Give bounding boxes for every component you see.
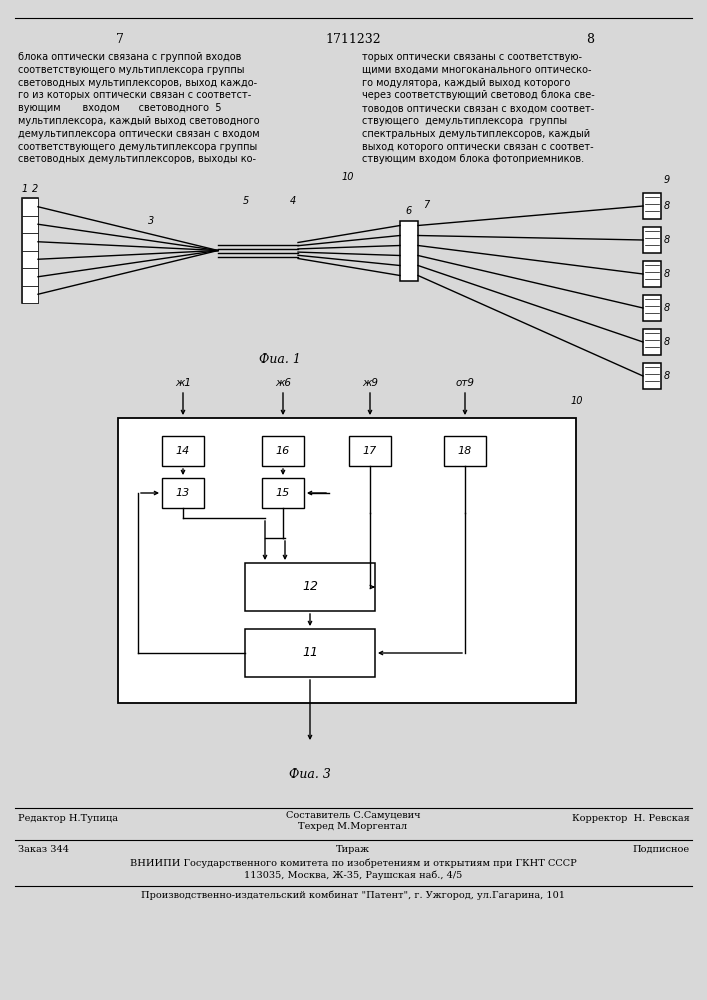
Text: 17: 17 (363, 446, 377, 456)
Text: световодных демультиплексоров, выходы ко-: световодных демультиплексоров, выходы ко… (18, 154, 256, 164)
Bar (400, 221, 418, 280)
Bar (22, 286, 38, 303)
Text: 14: 14 (176, 446, 190, 456)
Text: 10: 10 (341, 172, 354, 182)
Bar (22, 198, 38, 216)
Text: го модулятора, каждый выход которого: го модулятора, каждый выход которого (362, 78, 571, 88)
Text: ствующим входом блока фотоприемников.: ствующим входом блока фотоприемников. (362, 154, 584, 164)
Text: световодных мультиплексоров, выход каждо-: световодных мультиплексоров, выход каждо… (18, 78, 257, 88)
Text: 2: 2 (32, 184, 38, 194)
Text: ж1: ж1 (175, 378, 191, 388)
Bar (22, 250, 38, 268)
Text: торых оптически связаны с соответствую-: торых оптически связаны с соответствую- (362, 52, 582, 62)
Text: выход которого оптически связан с соответ-: выход которого оптически связан с соотве… (362, 142, 594, 152)
Text: 8: 8 (664, 371, 670, 381)
Text: ствующего  демультиплексора  группы: ствующего демультиплексора группы (362, 116, 567, 126)
Text: Тираж: Тираж (336, 845, 370, 854)
Text: товодов оптически связан с входом соответ-: товодов оптически связан с входом соотве… (362, 103, 595, 113)
Text: го из которых оптически связан с соответст-: го из которых оптически связан с соответ… (18, 90, 251, 100)
Text: Заказ 344: Заказ 344 (18, 845, 69, 854)
Text: 11: 11 (302, 647, 318, 660)
Bar (22, 268, 38, 286)
Text: 113035, Москва, Ж-35, Раушская наб., 4/5: 113035, Москва, Ж-35, Раушская наб., 4/5 (244, 871, 462, 880)
Text: Редактор Н.Тупица: Редактор Н.Тупица (18, 814, 118, 823)
Text: 9: 9 (664, 175, 670, 185)
Text: 7: 7 (423, 200, 429, 210)
Bar (643, 227, 661, 253)
Text: Фиа. 3: Фиа. 3 (289, 768, 331, 781)
Text: 3: 3 (148, 216, 154, 226)
Text: демультиплексора оптически связан с входом: демультиплексора оптически связан с вход… (18, 129, 259, 139)
Text: 16: 16 (276, 446, 290, 456)
Text: ж9: ж9 (362, 378, 378, 388)
Text: 15: 15 (276, 488, 290, 498)
Text: щими входами многоканального оптическо-: щими входами многоканального оптическо- (362, 65, 592, 75)
Text: 12: 12 (302, 580, 318, 593)
Text: вующим       входом      световодного  5: вующим входом световодного 5 (18, 103, 221, 113)
Bar (643, 193, 661, 219)
Bar (643, 295, 661, 321)
Bar (643, 261, 661, 287)
Bar (245, 629, 375, 677)
Text: 8: 8 (664, 303, 670, 313)
Bar (643, 329, 661, 355)
Text: 1: 1 (22, 184, 28, 194)
Text: 8: 8 (586, 33, 594, 46)
Bar (22, 233, 38, 250)
Text: 18: 18 (458, 446, 472, 456)
Text: ж6: ж6 (275, 378, 291, 388)
Text: 1711232: 1711232 (325, 33, 381, 46)
Text: соответствующего мультиплексора группы: соответствующего мультиплексора группы (18, 65, 245, 75)
Text: 13: 13 (176, 488, 190, 498)
Text: 8: 8 (664, 201, 670, 211)
Bar (162, 478, 204, 508)
Bar (444, 436, 486, 466)
Text: мультиплексора, каждый выход световодного: мультиплексора, каждый выход световодног… (18, 116, 259, 126)
Text: Подписное: Подписное (633, 845, 690, 854)
Text: от9: от9 (455, 378, 474, 388)
Bar (245, 563, 375, 611)
Bar (262, 478, 304, 508)
Text: Составитель С.Самуцевич: Составитель С.Самуцевич (286, 811, 420, 820)
Text: Корректор  Н. Ревская: Корректор Н. Ревская (572, 814, 690, 823)
Text: Техред М.Моргентал: Техред М.Моргентал (298, 822, 407, 831)
Text: 8: 8 (664, 337, 670, 347)
Bar (162, 436, 204, 466)
Text: Фиа. 1: Фиа. 1 (259, 353, 301, 366)
Text: 7: 7 (116, 33, 124, 46)
Bar (643, 363, 661, 389)
Text: 5: 5 (243, 196, 250, 206)
Text: Производственно-издательский комбинат "Патент", г. Ужгород, ул.Гагарина, 101: Производственно-издательский комбинат "П… (141, 891, 565, 900)
Text: 6: 6 (406, 206, 412, 216)
Bar (22, 198, 38, 303)
Text: 4: 4 (290, 196, 296, 206)
Text: через соответствующий световод блока све-: через соответствующий световод блока све… (362, 90, 595, 100)
Text: соответствующего демультиплексора группы: соответствующего демультиплексора группы (18, 142, 257, 152)
Text: 10: 10 (571, 396, 583, 406)
Text: ВНИИПИ Государственного комитета по изобретениям и открытиям при ГКНТ СССР: ВНИИПИ Государственного комитета по изоб… (129, 859, 576, 868)
Bar (118, 418, 576, 703)
Bar (22, 216, 38, 233)
Bar (262, 436, 304, 466)
Text: 8: 8 (664, 235, 670, 245)
Bar (349, 436, 391, 466)
Text: спектральных демультиплексоров, каждый: спектральных демультиплексоров, каждый (362, 129, 590, 139)
Text: 8: 8 (664, 269, 670, 279)
Text: блока оптически связана с группой входов: блока оптически связана с группой входов (18, 52, 241, 62)
